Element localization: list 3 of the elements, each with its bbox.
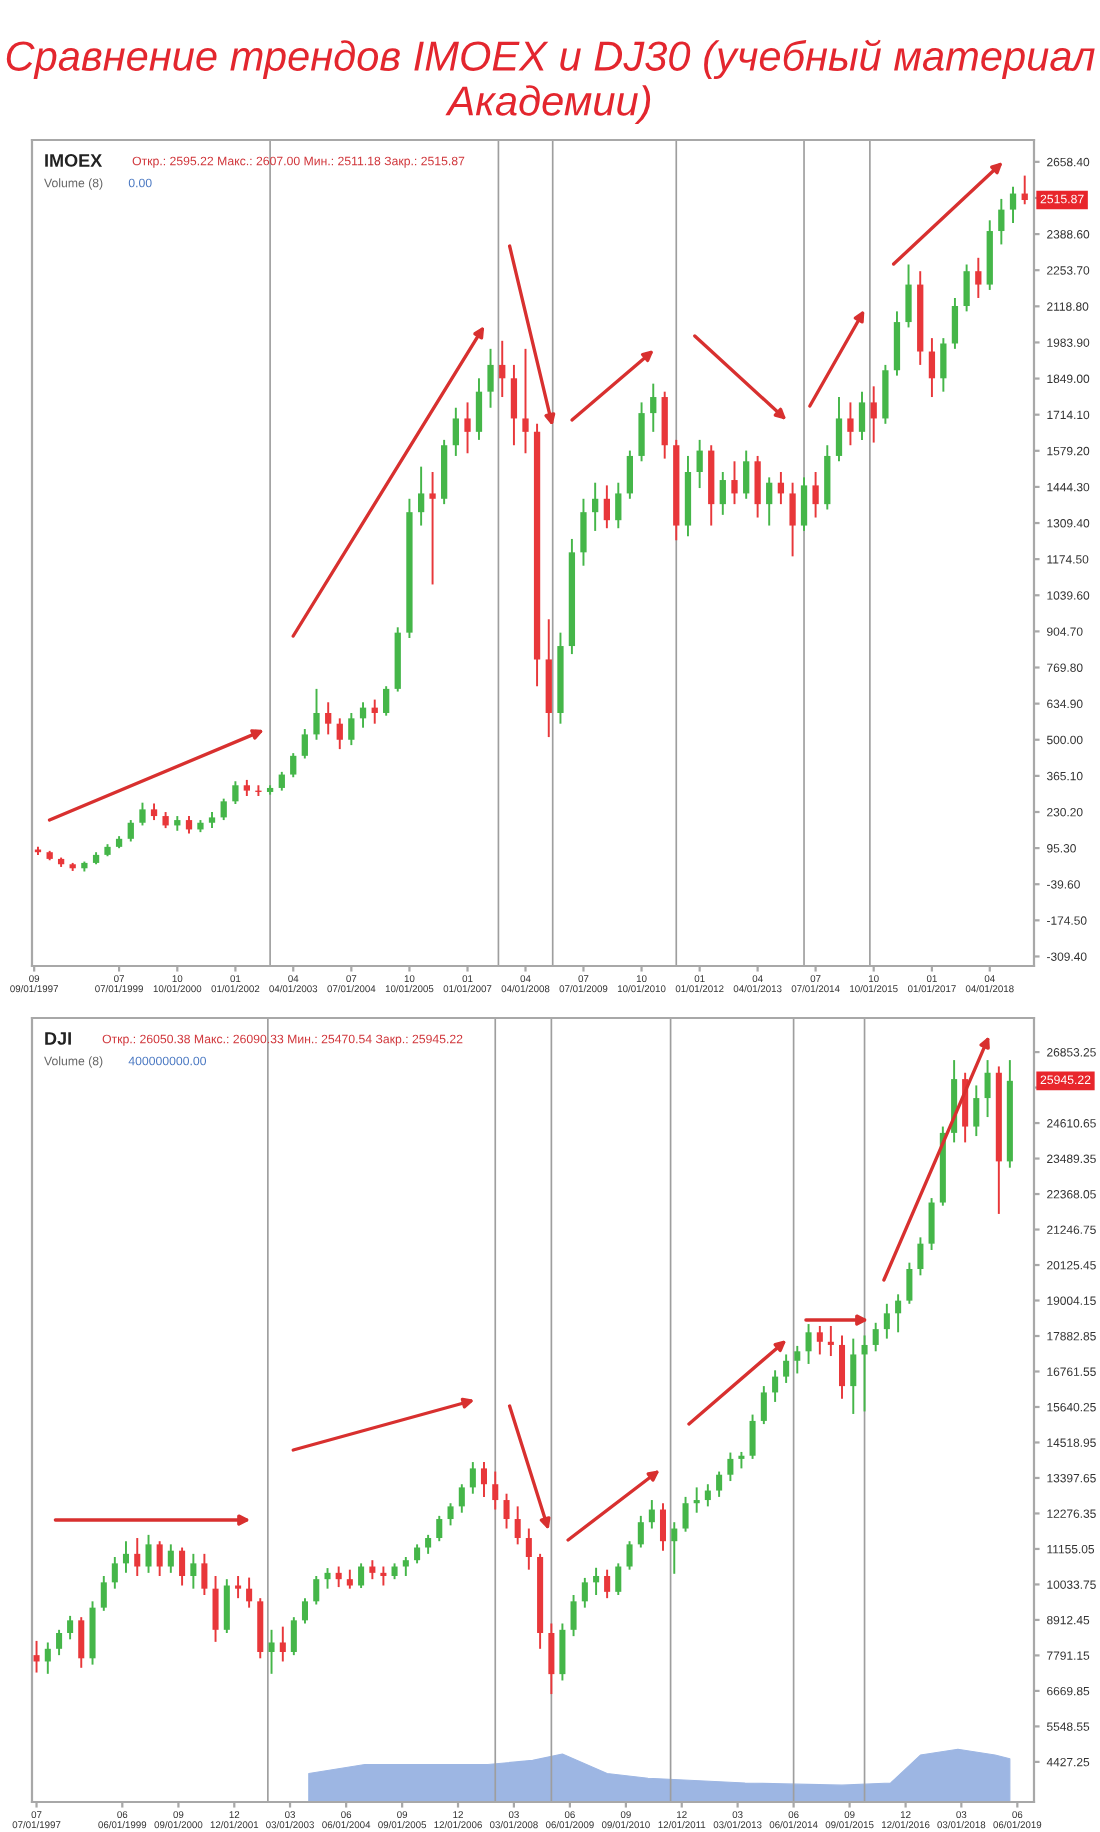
text: IMOEX [45, 154, 103, 167]
chart-title: Сравнение трендов IMOEX и DJ30 (учебный материал Академии) [6, 39, 1095, 124]
text: DJI [45, 1032, 71, 1045]
